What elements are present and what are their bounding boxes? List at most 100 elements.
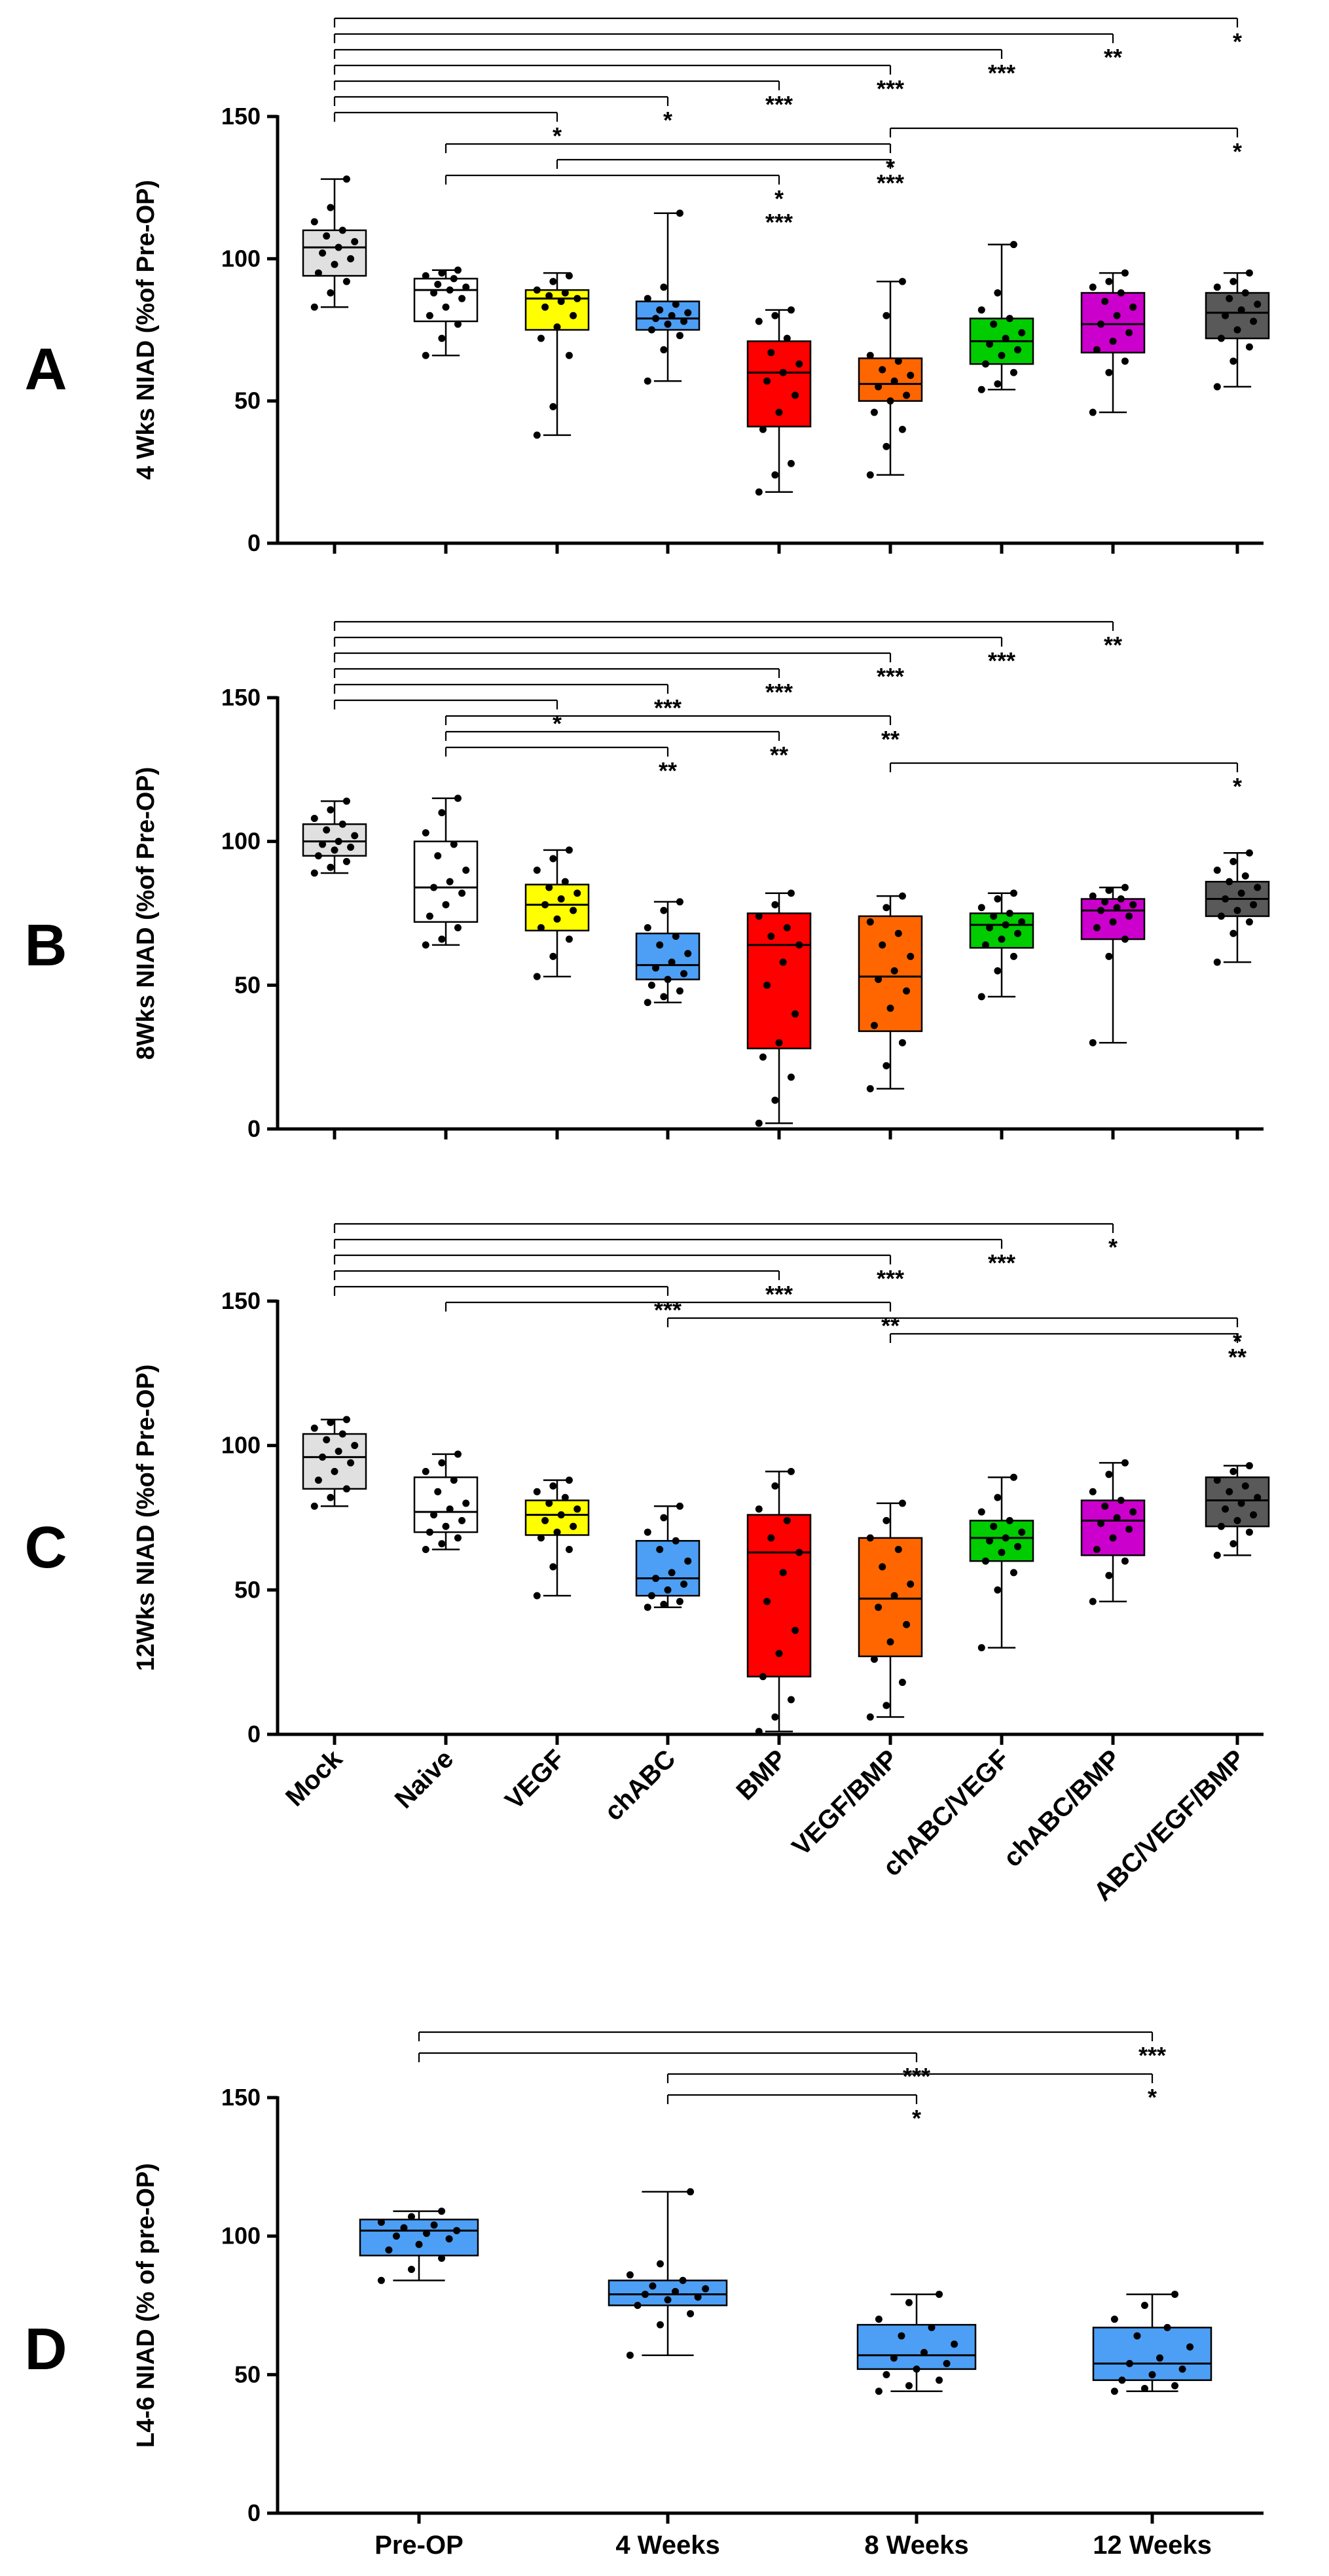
data-point [347,843,355,851]
data-point [430,289,438,296]
significance-stars: *** [988,647,1015,674]
significance-stars: *** [765,1281,793,1308]
y-tick-label: 50 [234,971,261,998]
box-abc-vegf-bmp [1205,1462,1270,1559]
data-point [792,1626,799,1634]
data-point [1140,2302,1148,2309]
data-point [335,838,342,846]
significance-stars: * [774,185,784,212]
data-point [870,408,878,416]
box-iqr [359,2219,479,2257]
data-point [541,1516,549,1524]
data-point [1089,892,1097,900]
data-point [672,300,680,308]
data-point [907,952,915,960]
data-point [990,320,998,328]
data-point [886,1004,894,1012]
data-point [771,1482,779,1490]
data-point [866,918,874,926]
data-point [676,209,683,217]
data-point [570,312,577,319]
data-point [1245,1462,1253,1470]
significance-bracket: * [333,111,562,149]
data-point [1010,241,1017,249]
data-point [462,867,470,874]
x-category-label: 8 Weeks [864,2531,968,2560]
data-point [1105,277,1113,285]
data-point [680,1581,688,1588]
significance-bracket: * [889,762,1242,800]
x-category-label: chABC [599,1744,681,1826]
data-point [771,1096,779,1104]
data-point [557,298,565,306]
data-point [1089,1598,1097,1605]
data-point [1245,849,1253,857]
data-point [767,933,775,940]
box-iqr [746,1514,812,1677]
data-point [426,912,433,920]
y-axis-label: 12Wks NIAD (%of Pre-OP) [132,1365,160,1672]
data-point [541,303,549,311]
data-point [338,820,346,828]
significance-bracket: *** [333,80,793,118]
data-point [1213,383,1221,391]
data-point [1217,912,1225,920]
data-point [680,317,688,325]
data-point [883,1702,890,1709]
significance-bracket: *** [333,1285,682,1323]
data-point [759,425,767,433]
box-iqr [302,1433,367,1490]
data-point [907,372,915,380]
y-tick-label: 0 [247,1721,261,1747]
box-4-weeks [608,2188,728,2359]
data-point [1226,1488,1233,1495]
significance-bracket: ** [445,730,788,768]
data-point [1245,269,1253,277]
x-category-label: 12 Weeks [1093,2531,1212,2560]
data-point [994,1494,1002,1501]
data-point [342,1416,350,1423]
panel-letter: A [25,337,67,402]
data-point [767,1534,775,1542]
data-point [883,1516,890,1524]
data-point [434,280,442,288]
box-iqr [746,912,812,1050]
data-point [351,832,359,840]
data-point [668,958,676,966]
data-point [537,1534,545,1542]
data-point [533,286,541,294]
data-point [422,272,429,279]
data-point [549,855,557,863]
data-point [775,1649,783,1657]
box-vegf [524,272,590,439]
data-point [553,323,561,331]
data-point [792,1010,799,1018]
y-tick-label: 50 [234,2361,261,2388]
box-vegf-bmp [858,892,923,1092]
data-point [1250,1511,1258,1519]
box-chabc-vegf [969,241,1034,393]
box-chabc-vegf [969,1473,1034,1652]
data-point [755,912,763,920]
y-tick-label: 150 [221,2084,261,2111]
data-point [977,385,985,393]
y-tick-label: 0 [247,1115,261,1142]
data-point [763,981,771,989]
data-point [323,232,331,240]
y-tick-label: 100 [221,245,261,272]
data-point [1121,935,1129,943]
data-point [1129,303,1137,311]
data-point [647,1592,655,1600]
data-point [553,915,561,923]
data-point [676,332,683,340]
data-point [434,852,442,860]
data-point [1229,357,1237,365]
box-mock [302,1416,367,1510]
x-category-label: chABC/BMP [998,1744,1126,1872]
box-iqr [858,915,923,1032]
data-point [1089,408,1097,416]
box-abc-vegf-bmp [1205,849,1270,966]
data-point [549,1482,557,1490]
data-point [1121,269,1129,277]
significance-stars: * [1148,2084,1157,2111]
